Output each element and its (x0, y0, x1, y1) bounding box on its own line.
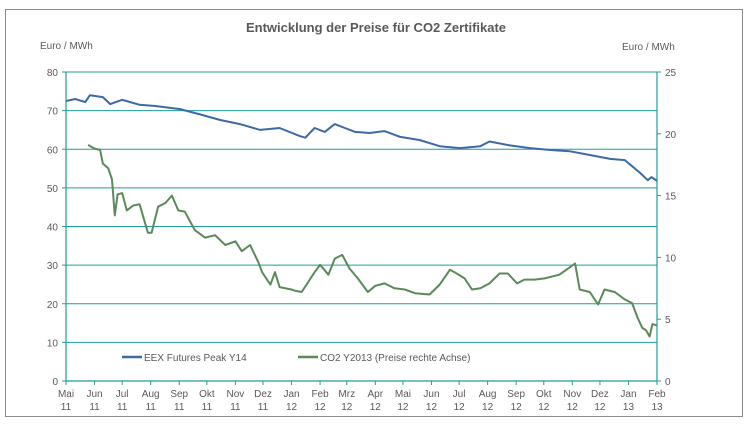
x-tick-month: Mrz (338, 389, 355, 400)
x-tick-year: 11 (89, 402, 100, 413)
right-tick-label: 5 (665, 315, 671, 326)
x-tick-month: Dez (591, 389, 609, 400)
x-tick-year: 12 (594, 402, 606, 413)
x-tick-month: Mai (58, 389, 74, 400)
left-tick-label: 30 (47, 261, 59, 272)
x-tick-month: Aug (479, 389, 497, 400)
right-tick-label: 10 (665, 253, 677, 264)
x-tick-month: Okt (536, 389, 552, 400)
x-tick-year: 12 (454, 402, 466, 413)
x-tick-year: 12 (341, 402, 353, 413)
x-tick-year: 12 (511, 402, 523, 413)
x-tick-year: 11 (174, 402, 185, 413)
x-tick-year: 11 (145, 402, 156, 413)
legend-label: CO2 Y2013 (Preise rechte Achse) (320, 353, 470, 364)
x-tick-month: Jan (283, 389, 299, 400)
x-tick-month: Jun (423, 389, 439, 400)
left-tick-label: 80 (47, 68, 59, 79)
x-tick-year: 12 (370, 402, 382, 413)
x-tick-year: 12 (397, 402, 409, 413)
left-tick-label: 50 (47, 184, 59, 195)
x-tick-month: Mai (395, 389, 411, 400)
x-tick-month: Feb (648, 389, 666, 400)
x-tick-month: Nov (226, 389, 244, 400)
x-tick-month: Nov (563, 389, 581, 400)
x-tick-year: 12 (538, 402, 550, 413)
x-tick-year: 12 (286, 402, 298, 413)
x-tick-year: 11 (202, 402, 213, 413)
x-tick-year: 12 (426, 402, 438, 413)
x-tick-year: 12 (482, 402, 494, 413)
series-lines (65, 94, 658, 338)
x-tick-month: Jan (620, 389, 636, 400)
chart-title: Entwicklung der Preise für CO2 Zertifika… (246, 20, 506, 35)
x-tick-month: Jul (453, 389, 466, 400)
x-tick-month: Okt (199, 389, 215, 400)
x-tick-year: 13 (651, 402, 663, 413)
right-tick-label: 15 (665, 192, 677, 203)
legend-label: EEX Futures Peak Y14 (144, 353, 247, 364)
right-tick-label: 20 (665, 130, 677, 141)
x-tick-month: Apr (368, 389, 384, 400)
chart-frame (5, 9, 743, 417)
x-tick-year: 11 (61, 402, 72, 413)
series-line-eex-futures (65, 94, 658, 182)
left-tick-label: 20 (47, 300, 59, 311)
x-tick-month: Sep (507, 389, 525, 400)
x-tick-year: 12 (315, 402, 327, 413)
x-tick-year: 13 (623, 402, 635, 413)
legend: EEX Futures Peak Y14 CO2 Y2013 (Preise re… (122, 353, 470, 364)
left-tick-label: 70 (47, 107, 59, 118)
gridlines (66, 71, 657, 343)
right-tick-label: 25 (665, 68, 677, 79)
left-axis-label: Euro / MWh (40, 41, 93, 52)
axes: 0 10 20 30 40 50 60 70 80 0 5 10 15 20 25 Mai 11 Jun 11 Jul… (47, 68, 677, 413)
x-tick-month: Aug (142, 389, 160, 400)
x-tick-year: 11 (258, 402, 269, 413)
x-tick-year: 11 (230, 402, 241, 413)
x-tick-year: 12 (567, 402, 579, 413)
x-tick-month: Feb (311, 389, 329, 400)
x-tick-month: Jun (86, 389, 102, 400)
left-tick-label: 40 (47, 223, 59, 234)
left-tick-label: 10 (47, 338, 59, 349)
right-axis-label: Euro / MWh (622, 42, 675, 53)
x-tick-year: 11 (117, 402, 128, 413)
x-tick-month: Dez (254, 389, 272, 400)
series-line-co2 (87, 144, 658, 338)
left-tick-label: 0 (52, 377, 58, 388)
x-tick-month: Jul (116, 389, 129, 400)
left-tick-label: 60 (47, 145, 59, 156)
right-tick-label: 0 (665, 377, 671, 388)
x-tick-month: Sep (170, 389, 188, 400)
